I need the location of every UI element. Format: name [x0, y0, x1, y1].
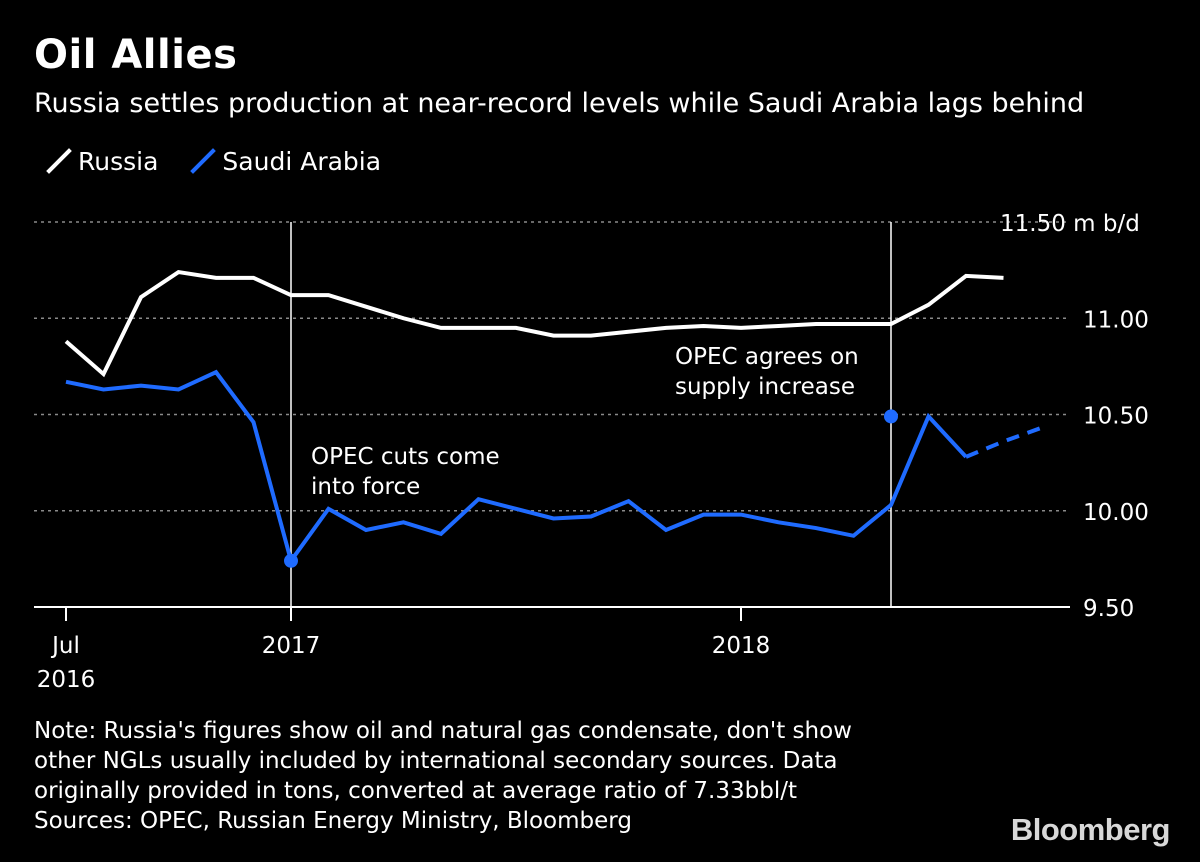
- annotation-text: supply increase: [675, 374, 855, 400]
- note-line: Note: Russia's figures show oil and natu…: [34, 718, 852, 744]
- legend-label-russia: Russia: [78, 146, 159, 176]
- chart-title: Oil Allies: [34, 32, 238, 78]
- y-tick-label: 10.00: [1083, 500, 1149, 526]
- note-line: other NGLs usually included by internati…: [34, 748, 838, 774]
- y-tick-label: 11.00: [1083, 307, 1149, 333]
- chart-note: Note: Russia's figures show oil and natu…: [34, 716, 852, 836]
- chart-legend: Russia Saudi Arabia: [46, 143, 413, 179]
- chart-subtitle: Russia settles production at near-record…: [34, 88, 1085, 119]
- x-tick-label: 2017: [262, 633, 321, 659]
- series-line-russia: [64, 269, 1004, 378]
- series-projection-saudi-arabia: [965, 426, 1042, 459]
- series-line-saudi-arabia: [65, 369, 968, 566]
- x-tick-label: 2018: [712, 633, 771, 659]
- legend-item-russia: Russia: [46, 147, 158, 176]
- annotation-text: OPEC cuts come: [311, 444, 500, 470]
- note-line: originally provided in tons, converted a…: [34, 778, 797, 804]
- saudi-arabia-legend-swatch-icon: [190, 148, 217, 174]
- sources-line: Sources: OPEC, Russian Energy Ministry, …: [34, 808, 632, 834]
- annotation-text: into force: [311, 474, 420, 500]
- y-tick-label: 9.50: [1083, 596, 1134, 622]
- annotation-marker: [884, 409, 898, 424]
- y-tick-label: 10.50: [1083, 404, 1149, 430]
- annotation-text: OPEC agrees on: [675, 344, 859, 370]
- russia-legend-swatch-icon: [46, 148, 72, 174]
- legend-item-saudi-arabia: Saudi Arabia: [190, 147, 381, 176]
- x-tick-sublabel: 2016: [37, 667, 96, 693]
- bloomberg-logo: Bloomberg: [1010, 812, 1171, 847]
- annotation-marker: [284, 553, 298, 568]
- y-tick-label: 11.50 m b/d: [1000, 211, 1140, 237]
- x-tick-label: Jul: [50, 633, 80, 659]
- legend-label-saudi-arabia: Saudi Arabia: [222, 146, 382, 176]
